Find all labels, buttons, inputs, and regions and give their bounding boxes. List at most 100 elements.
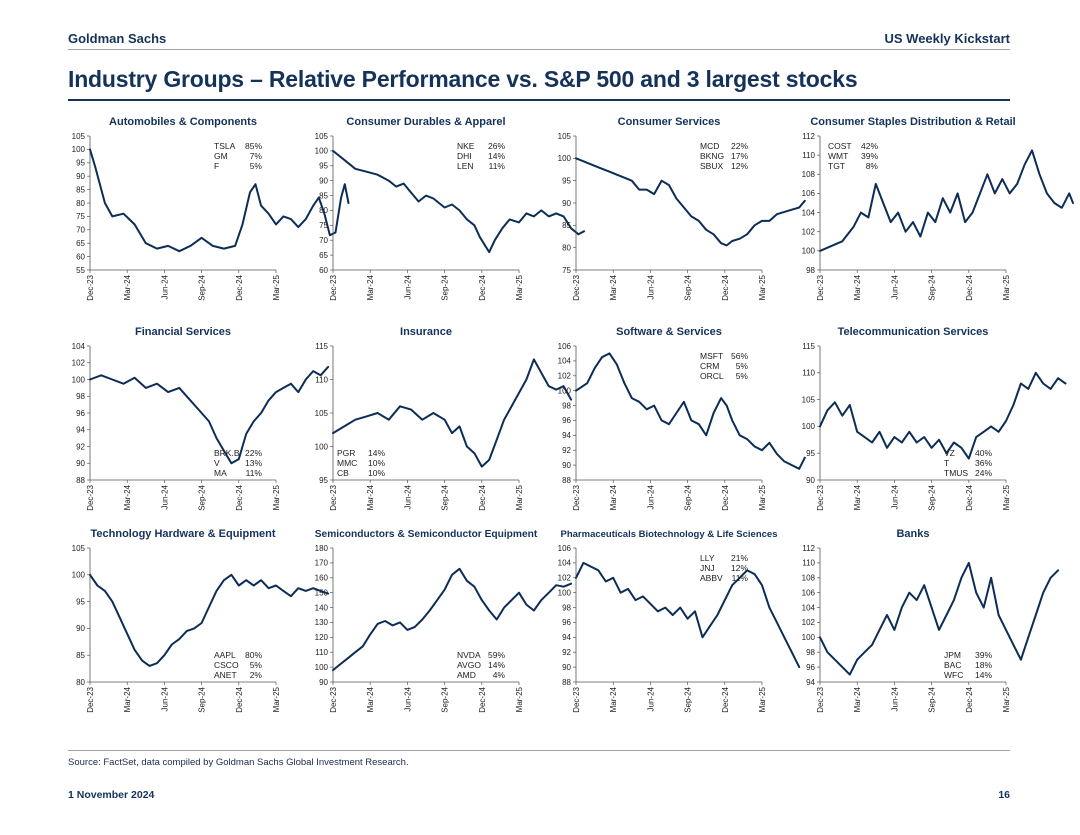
x-tick-label: Mar-24 <box>123 274 132 300</box>
y-tick-label: 96 <box>806 663 815 672</box>
legend-ticker: GM <box>214 151 228 161</box>
x-tick-label: Dec-24 <box>478 686 487 712</box>
x-tick-label: Sep-24 <box>441 484 450 510</box>
y-tick-label: 94 <box>562 633 571 642</box>
chart-panel: Consumer Staples Distribution & Retail 98… <box>802 116 1074 301</box>
legend-weight: 39% <box>975 650 992 660</box>
y-tick-label: 150 <box>315 588 329 597</box>
y-tick-label: 90 <box>562 461 571 470</box>
x-tick-label: Sep-24 <box>684 274 693 300</box>
legend-ticker: BKNG <box>700 151 724 161</box>
series-line <box>575 352 806 470</box>
chart-title: Technology Hardware & Equipment <box>91 528 276 540</box>
series-line <box>575 157 806 247</box>
legend-weight: 24% <box>975 468 992 478</box>
legend-ticker: JNJ <box>700 563 715 573</box>
y-tick-label: 105 <box>315 132 329 141</box>
y-tick-label: 104 <box>558 357 572 366</box>
legend-weight: 11% <box>246 468 263 478</box>
legend-ticker: ANET <box>214 670 237 680</box>
x-tick-label: Mar-25 <box>1002 686 1011 712</box>
y-tick-label: 115 <box>315 342 328 351</box>
legend-ticker: NKE <box>457 141 475 151</box>
y-tick-label: 102 <box>802 618 816 627</box>
chart-panel: Insurance 95 100 105 110 115 Dec-23 Mar-24 Jun-2… <box>315 326 573 511</box>
y-tick-label: 110 <box>315 648 328 657</box>
y-tick-label: 105 <box>315 409 329 418</box>
legend-weight: 8% <box>866 161 879 171</box>
legend-ticker: SBUX <box>700 161 723 171</box>
x-tick-label: Sep-24 <box>684 686 693 712</box>
legend-weight: 10% <box>368 468 385 478</box>
x-tick-label: Dec-23 <box>329 484 338 510</box>
legend-ticker: AMD <box>457 670 476 680</box>
x-tick-label: Dec-23 <box>816 274 825 300</box>
x-tick-label: Dec-24 <box>721 484 730 510</box>
chart-panel: Consumer Services 75 80 85 90 95 100 105 Dec-23 M… <box>558 116 806 301</box>
y-tick-label: 95 <box>76 159 85 168</box>
x-tick-label: Jun-24 <box>403 274 412 299</box>
legend-ticker: BAC <box>944 660 961 670</box>
x-tick-label: Sep-24 <box>684 484 693 510</box>
legend-weight: 2% <box>250 670 263 680</box>
y-tick-label: 100 <box>802 247 816 256</box>
legend-ticker: V <box>214 458 220 468</box>
y-tick-label: 70 <box>319 236 328 245</box>
chart-panel: Software & Services 88 90 92 94 96 98 100 102 104… <box>558 326 806 511</box>
y-tick-label: 110 <box>315 375 328 384</box>
title-divider <box>68 99 1010 101</box>
y-tick-label: 140 <box>315 603 329 612</box>
y-tick-label: 90 <box>76 624 85 633</box>
legend-ticker: AAPL <box>214 650 236 660</box>
legend-ticker: MSFT <box>700 351 723 361</box>
legend-weight: 18% <box>975 660 992 670</box>
x-tick-label: Mar-25 <box>758 484 767 510</box>
x-tick-label: Mar-25 <box>1002 274 1011 300</box>
y-tick-label: 102 <box>802 228 816 237</box>
y-tick-label: 130 <box>315 618 329 627</box>
x-tick-label: Dec-24 <box>721 274 730 300</box>
legend-ticker: CRM <box>700 361 719 371</box>
legend-weight: 11% <box>489 161 506 171</box>
legend-ticker: BRK.B <box>214 448 240 458</box>
legend-ticker: PGR <box>337 448 355 458</box>
y-tick-label: 85 <box>76 651 85 660</box>
y-tick-label: 104 <box>558 559 572 568</box>
x-tick-label: Dec-24 <box>235 484 244 510</box>
series-line <box>89 365 330 465</box>
y-tick-label: 108 <box>802 170 816 179</box>
y-tick-label: 96 <box>562 416 571 425</box>
legend-ticker: MA <box>214 468 227 478</box>
y-tick-label: 60 <box>319 266 328 275</box>
series-line <box>89 148 350 253</box>
y-tick-label: 70 <box>76 226 85 235</box>
y-tick-label: 90 <box>562 199 571 208</box>
y-tick-label: 90 <box>76 172 85 181</box>
legend-weight: 42% <box>861 141 878 151</box>
legend-ticker: TSLA <box>214 141 236 151</box>
chart-panel: Technology Hardware & Equipment 80 85 90 95 1… <box>72 528 330 713</box>
x-tick-label: Dec-23 <box>572 274 581 300</box>
legend-weight: 5% <box>250 161 263 171</box>
legend-weight: 56% <box>731 351 748 361</box>
y-tick-label: 80 <box>76 199 85 208</box>
y-tick-label: 105 <box>72 132 86 141</box>
y-tick-label: 95 <box>319 476 328 485</box>
x-tick-label: Jun-24 <box>646 484 655 509</box>
legend-weight: 5% <box>250 660 263 670</box>
chart-panel: Pharmaceuticals Biotechnology & Life Sci… <box>558 529 801 713</box>
y-tick-label: 95 <box>319 162 328 171</box>
x-tick-label: Mar-24 <box>853 484 862 510</box>
y-tick-label: 104 <box>72 342 86 351</box>
page-title: Industry Groups – Relative Performance v… <box>68 66 858 92</box>
y-tick-label: 85 <box>76 185 85 194</box>
legend-weight: 22% <box>731 141 748 151</box>
legend-ticker: TGT <box>828 161 845 171</box>
chart-title: Automobiles & Components <box>109 116 257 128</box>
legend-ticker: VZ <box>944 448 955 458</box>
legend-ticker: F <box>214 161 219 171</box>
y-tick-label: 75 <box>319 221 328 230</box>
x-tick-label: Dec-23 <box>816 484 825 510</box>
report-name: US Weekly Kickstart <box>884 31 1011 46</box>
chart-title: Consumer Durables & Apparel <box>346 116 505 128</box>
